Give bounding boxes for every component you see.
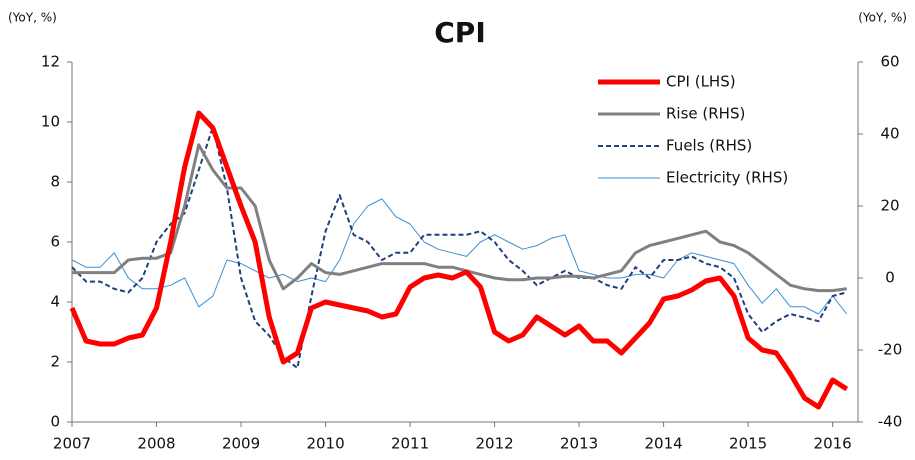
y-tick-label: 4 xyxy=(50,293,60,311)
y-tick-label: 0 xyxy=(50,413,60,431)
y2-tick-label: 60 xyxy=(880,53,899,71)
legend-label: CPI (LHS) xyxy=(666,73,736,91)
legend-label: Rise (RHS) xyxy=(666,105,745,123)
y-tick-label: 12 xyxy=(41,53,60,71)
y2-tick-label: -40 xyxy=(878,413,903,431)
x-tick-label: 2012 xyxy=(475,435,513,453)
x-tick-label: 2010 xyxy=(306,435,344,453)
series-line xyxy=(71,125,848,369)
legend-label: Fuels (RHS) xyxy=(666,137,752,155)
y2-axis-label: (YoY, %) xyxy=(858,11,907,25)
series-line xyxy=(71,198,848,315)
x-tick-label: 2008 xyxy=(137,435,175,453)
y2-tick-label: 20 xyxy=(880,197,899,215)
y-tick-label: 8 xyxy=(50,173,60,191)
y-tick-label: 2 xyxy=(50,353,60,371)
series-line xyxy=(72,143,847,293)
y2-tick-label: -20 xyxy=(878,341,903,359)
y-tick-label: 10 xyxy=(41,113,60,131)
x-tick-label: 2013 xyxy=(560,435,598,453)
legend-label: Electricity (RHS) xyxy=(666,169,788,187)
y2-tick-label: 40 xyxy=(880,125,899,143)
x-tick-label: 2016 xyxy=(814,435,852,453)
x-tick-label: 2015 xyxy=(729,435,767,453)
chart-title: CPI xyxy=(434,16,486,49)
series-line xyxy=(69,110,849,410)
x-tick-label: 2011 xyxy=(391,435,429,453)
x-tick-label: 2007 xyxy=(53,435,91,453)
y-axis-label: (YoY, %) xyxy=(8,11,57,25)
y2-tick-label: 0 xyxy=(885,269,895,287)
y-tick-label: 6 xyxy=(50,233,60,251)
x-tick-label: 2009 xyxy=(222,435,260,453)
x-tick-label: 2014 xyxy=(645,435,683,453)
